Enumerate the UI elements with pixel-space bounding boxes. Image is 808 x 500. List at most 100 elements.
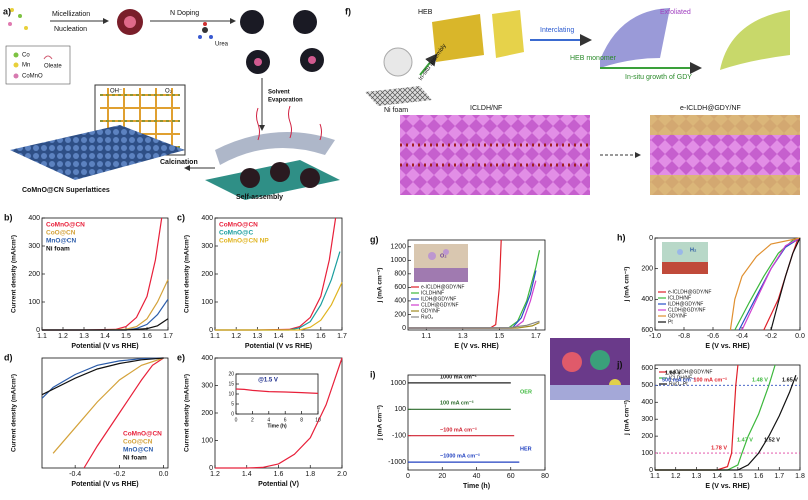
y-tick-label: 10 bbox=[228, 391, 234, 397]
legend-label: CoMnO@CN NP bbox=[219, 238, 269, 245]
panel-label: b) bbox=[4, 212, 13, 222]
series-line bbox=[729, 237, 801, 331]
y-tick-label: 300 bbox=[641, 416, 653, 423]
x-tick-label: 1.4 bbox=[242, 471, 252, 478]
y-axis-label: j (mA cm⁻²) bbox=[377, 268, 384, 304]
annotation: 1.47 V bbox=[737, 437, 753, 443]
y-tick-label: 1200 bbox=[390, 244, 406, 251]
annotation: 1.78 V bbox=[711, 445, 727, 451]
legend-label: CoO@CN bbox=[123, 439, 153, 446]
legend-label: ICLDH/NF bbox=[668, 295, 691, 301]
step-label: HEB monomer bbox=[570, 55, 617, 62]
legend-label: CLDH@GDY/NF bbox=[668, 307, 706, 313]
panel-label: a) bbox=[3, 6, 11, 16]
series-line bbox=[215, 282, 343, 331]
legend-label: Mn bbox=[22, 63, 30, 69]
series-line bbox=[52, 357, 164, 454]
legend-label: CoMnO@CN bbox=[46, 222, 85, 229]
x-axis-label: E (V vs. RHE) bbox=[454, 343, 498, 350]
legend-label: e-ICLDH@GDY/NF bbox=[668, 289, 711, 295]
x-tick-label: 1.1 bbox=[210, 333, 220, 340]
annotation: @1.5 V bbox=[258, 378, 278, 384]
x-tick-label: 1.2 bbox=[210, 471, 220, 478]
legend-label: RuO₂ bbox=[421, 314, 433, 320]
legend-label: GDY/NF bbox=[421, 308, 440, 314]
legend-label: Co bbox=[22, 53, 30, 59]
x-tick-label: 1.8 bbox=[795, 473, 805, 480]
x-tick-label: 8 bbox=[300, 417, 303, 423]
y-tick-label: -100 bbox=[392, 433, 406, 440]
x-tick-label: 1.4 bbox=[274, 333, 284, 340]
x-axis-label: Potential (V) bbox=[258, 481, 299, 488]
x-tick-label: 20 bbox=[438, 473, 446, 480]
legend-label: ICLDH/NF bbox=[421, 290, 444, 296]
step-label: Evaporation bbox=[268, 98, 303, 104]
y-tick-label: 600 bbox=[641, 327, 653, 334]
panel-label: d) bbox=[4, 352, 13, 362]
step-label: In-situ growth of GDY bbox=[625, 74, 692, 81]
x-tick-label: 1.5 bbox=[494, 333, 504, 340]
y-tick-label: 100 bbox=[394, 406, 406, 413]
step-label: Self-assembly bbox=[236, 194, 283, 201]
legend-label: CoO@CN bbox=[46, 230, 76, 237]
x-axis-label: E (V vs. RHE) bbox=[705, 343, 749, 350]
y-tick-label: 600 bbox=[641, 365, 653, 372]
y-tick-label: 1000 bbox=[390, 257, 406, 264]
y-axis-label: Current density (mA/cm²) bbox=[11, 235, 18, 313]
x-tick-label: -0.4 bbox=[69, 471, 81, 478]
y-tick-label: 800 bbox=[394, 271, 406, 278]
x-tick-label: 1.7 bbox=[774, 473, 784, 480]
step-label: Solvent bbox=[268, 90, 290, 96]
panel-label: c) bbox=[177, 212, 185, 222]
y-tick-label: 400 bbox=[28, 215, 40, 222]
legend-label: MnO@CN bbox=[46, 238, 76, 245]
series-line bbox=[734, 237, 801, 331]
x-tick-label: 1.4 bbox=[712, 473, 722, 480]
y-tick-label: 0 bbox=[402, 325, 406, 332]
legend-label: CoMnO@C bbox=[219, 230, 253, 237]
x-tick-label: 1.2 bbox=[231, 333, 241, 340]
y-tick-label: 300 bbox=[201, 243, 213, 250]
annotation: −1000 mA cm⁻² bbox=[440, 452, 480, 459]
y-tick-label: -1000 bbox=[388, 459, 406, 466]
y-tick-label: 1000 bbox=[390, 380, 406, 387]
annotation: H₂ bbox=[690, 247, 697, 253]
y-tick-label: 200 bbox=[641, 266, 653, 273]
panel-label: f) bbox=[345, 6, 351, 16]
x-tick-label: 0.0 bbox=[795, 333, 805, 340]
y-axis-label: Current density (mA/cm²) bbox=[11, 374, 18, 452]
series-line bbox=[83, 357, 164, 469]
scheme-f-art bbox=[365, 8, 800, 195]
y-tick-label: 500 bbox=[641, 382, 653, 389]
x-tick-label: 1.4 bbox=[100, 333, 110, 340]
y-tick-label: 0 bbox=[649, 467, 653, 474]
y-tick-label: 400 bbox=[201, 215, 213, 222]
legend-label: CoMnO bbox=[22, 74, 43, 80]
x-axis-label: Potential (V vs RHE) bbox=[71, 343, 138, 350]
annotation: 1.65 V bbox=[782, 377, 798, 383]
legend-label: e-ICLDH@GDY/NF bbox=[421, 284, 464, 290]
series-line bbox=[235, 388, 319, 394]
y-tick-label: 200 bbox=[641, 433, 653, 440]
legend-label: ICLDH/NF bbox=[669, 375, 692, 381]
x-tick-label: -0.2 bbox=[113, 471, 125, 478]
y-tick-label: 200 bbox=[28, 271, 40, 278]
legend-label: ILDH@GDY/NF bbox=[421, 296, 456, 302]
series-line bbox=[655, 364, 776, 471]
panel-label: g) bbox=[370, 234, 379, 244]
x-axis-label: Potential (V vs RHE) bbox=[245, 343, 312, 350]
x-tick-label: -0.8 bbox=[678, 333, 690, 340]
substrate-label: Ni foam bbox=[384, 107, 408, 114]
x-tick-label: 1.7 bbox=[163, 333, 173, 340]
reagent-label: HEB bbox=[418, 9, 433, 16]
series-line bbox=[655, 374, 797, 471]
plot-frame bbox=[407, 239, 546, 331]
y-tick-label: 400 bbox=[641, 399, 653, 406]
y-tick-label: 100 bbox=[201, 299, 213, 306]
annotation: 1000 mA cm⁻² bbox=[440, 373, 477, 380]
y-tick-label: 400 bbox=[201, 355, 213, 362]
panel-label: j) bbox=[616, 359, 623, 369]
step-label: Calcination bbox=[160, 159, 198, 166]
step-label: Nucleation bbox=[54, 26, 87, 33]
